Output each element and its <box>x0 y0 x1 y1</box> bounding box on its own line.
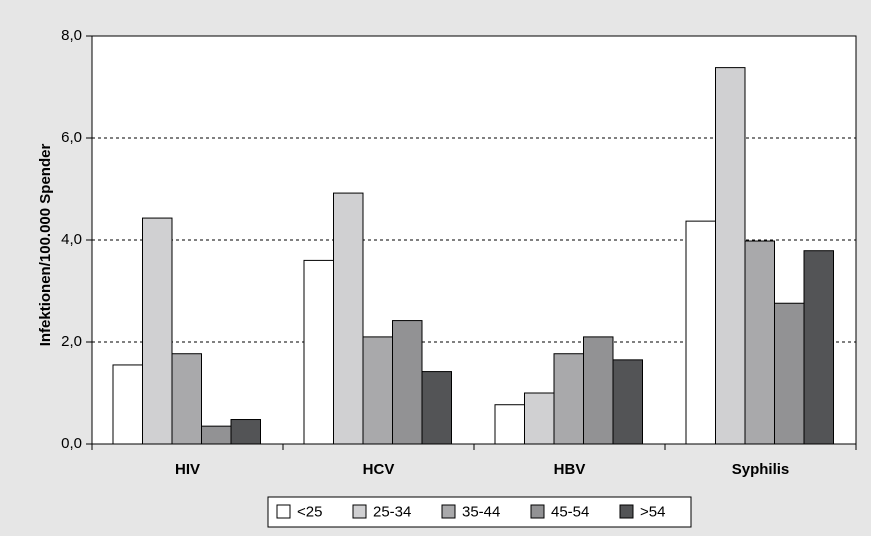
bar <box>171 353 202 445</box>
bar <box>142 217 173 445</box>
y-tick-label: 8,0 <box>61 27 82 44</box>
legend: <25 25-34 35-44 45-54 >54 <box>267 496 692 528</box>
bar <box>421 371 452 445</box>
legend-item: <25 <box>276 503 322 520</box>
bar <box>333 192 364 445</box>
legend-item: 25-34 <box>352 503 411 520</box>
axes: 0,0 2,0 4,0 6,0 8,0 HIV HCV HBV Syphilis <box>61 27 857 478</box>
y-tick-label: 6,0 <box>61 129 82 146</box>
bar <box>803 250 834 445</box>
bar <box>392 320 423 445</box>
legend-item: >54 <box>619 503 665 520</box>
bar <box>230 419 261 445</box>
bar <box>744 240 775 445</box>
bar <box>553 353 584 445</box>
y-tick-label: 2,0 <box>61 333 82 350</box>
bar <box>494 404 525 445</box>
x-category-label: Syphilis <box>732 461 790 478</box>
y-axis-label: Infektionen/100.000 Spender <box>37 144 54 347</box>
bar <box>583 336 614 445</box>
legend-label: 45-54 <box>551 503 589 520</box>
bar <box>685 220 716 445</box>
legend-swatch <box>276 504 291 519</box>
bars <box>112 67 834 445</box>
bar <box>362 336 393 445</box>
legend-swatch <box>619 504 634 519</box>
bar <box>715 67 746 445</box>
bar <box>112 364 143 445</box>
bar <box>303 259 334 445</box>
legend-swatch <box>530 504 545 519</box>
legend-swatch <box>441 504 456 519</box>
y-tick-label: 0,0 <box>61 435 82 452</box>
legend-label: 35-44 <box>462 503 500 520</box>
legend-item: 35-44 <box>441 503 500 520</box>
legend-item: 45-54 <box>530 503 589 520</box>
bar <box>612 359 643 445</box>
legend-label: 25-34 <box>373 503 411 520</box>
y-tick-label: 4,0 <box>61 231 82 248</box>
x-category-label: HCV <box>363 461 395 478</box>
x-category-label: HIV <box>175 461 200 478</box>
bar <box>201 425 232 445</box>
legend-label: >54 <box>640 503 665 520</box>
bar <box>774 302 805 445</box>
x-category-label: HBV <box>554 461 586 478</box>
bar <box>524 392 555 445</box>
legend-swatch <box>352 504 367 519</box>
legend-label: <25 <box>297 503 322 520</box>
